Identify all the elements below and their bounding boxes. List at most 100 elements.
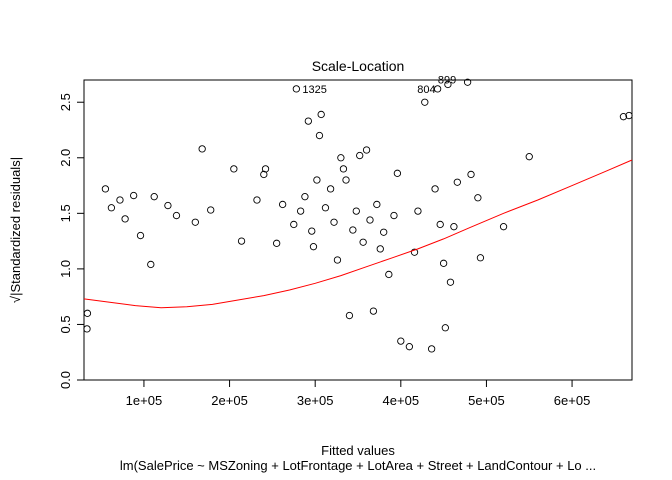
- data-point: [313, 176, 321, 184]
- x-tick-label: 6e+05: [554, 393, 591, 408]
- y-axis: 0.0 0.5 1.0 1.5 2.0 2.5: [58, 93, 85, 389]
- data-point: [345, 311, 354, 320]
- plot-box: [83, 79, 633, 381]
- data-point: [261, 165, 270, 173]
- point-label-804: 804: [417, 84, 435, 96]
- data-point: [410, 248, 419, 256]
- data-point: [414, 207, 422, 215]
- data-point: [292, 85, 300, 93]
- smoother-line: [83, 159, 633, 309]
- data-point: [198, 145, 206, 153]
- data-point: [376, 245, 384, 253]
- y-tick-label: 1.0: [58, 260, 73, 278]
- y-tick-label: 2.0: [58, 149, 73, 167]
- point-label-899: 899: [438, 74, 456, 86]
- data-point: [352, 207, 360, 215]
- data-point: [431, 185, 439, 193]
- x-axis: 1e+05 2e+05 3e+05 4e+05 5e+05 6e+05: [126, 379, 591, 408]
- data-point: [446, 278, 455, 286]
- data-point: [101, 185, 110, 193]
- data-point: [136, 231, 145, 240]
- data-point: [290, 220, 298, 229]
- data-point: [421, 98, 429, 106]
- data-point: [191, 218, 199, 226]
- data-point: [107, 204, 116, 212]
- data-point: [326, 185, 335, 193]
- data-point: [427, 345, 436, 353]
- data-point: [237, 237, 246, 245]
- data-point: [333, 256, 342, 264]
- x-tick-label: 5e+05: [468, 393, 505, 408]
- data-point: [339, 165, 348, 173]
- data-point: [405, 343, 414, 351]
- data-point: [150, 193, 158, 201]
- data-point: [304, 117, 312, 125]
- data-point: [308, 227, 316, 235]
- data-point: [390, 211, 398, 220]
- data-point: [317, 110, 325, 119]
- data-point: [356, 151, 364, 160]
- data-point: [362, 146, 371, 154]
- data-point: [369, 307, 378, 315]
- data-point: [436, 220, 444, 229]
- data-point: [296, 207, 305, 215]
- data-point: [130, 191, 138, 200]
- data-point: [393, 169, 402, 177]
- points-layer: [83, 78, 633, 353]
- data-point: [83, 325, 91, 333]
- data-point: [172, 211, 181, 220]
- data-point: [366, 216, 374, 224]
- y-tick-label: 0.0: [58, 371, 73, 389]
- data-point: [373, 200, 381, 209]
- data-point: [273, 239, 281, 247]
- data-point: [463, 78, 472, 86]
- data-point: [453, 178, 461, 186]
- data-point: [230, 165, 238, 173]
- data-point: [147, 260, 155, 269]
- data-point: [337, 154, 345, 162]
- data-point: [619, 113, 628, 121]
- x-tick-label: 1e+05: [126, 393, 163, 408]
- x-tick-label: 4e+05: [383, 393, 420, 408]
- data-point: [397, 337, 405, 345]
- data-point: [116, 196, 124, 204]
- data-point: [476, 254, 485, 262]
- data-point: [359, 238, 367, 246]
- y-tick-label: 1.5: [58, 204, 73, 222]
- data-point: [525, 153, 533, 161]
- x-tick-label: 2e+05: [211, 393, 248, 408]
- data-point: [349, 226, 357, 234]
- data-point: [315, 131, 324, 140]
- data-point: [253, 196, 261, 204]
- data-point: [499, 223, 508, 231]
- data-point: [474, 194, 482, 202]
- data-point: [321, 204, 330, 212]
- data-point: [164, 201, 172, 210]
- data-point: [121, 215, 129, 223]
- data-point: [441, 324, 449, 332]
- x-tick-label: 3e+05: [297, 393, 334, 408]
- data-point: [309, 243, 318, 251]
- y-tick-label: 2.5: [58, 93, 73, 111]
- data-point: [278, 200, 287, 209]
- y-tick-label: 0.5: [58, 315, 73, 333]
- point-label-1325: 1325: [302, 84, 326, 96]
- data-point: [207, 206, 215, 214]
- y-axis-label: √|Standardized residuals|: [8, 157, 23, 303]
- data-point: [450, 223, 458, 231]
- data-point: [433, 85, 442, 93]
- data-point: [467, 170, 475, 179]
- data-point: [625, 111, 633, 120]
- x-axis-label: Fitted values: [321, 443, 395, 458]
- data-point: [83, 309, 92, 317]
- chart-subtitle: lm(SalePrice ~ MSZoning + LotFrontage + …: [120, 458, 596, 473]
- data-point: [342, 176, 350, 184]
- data-point: [444, 80, 452, 89]
- data-point: [301, 193, 309, 201]
- data-point: [330, 218, 338, 226]
- smoother-layer: [83, 159, 633, 309]
- data-point: [380, 228, 388, 236]
- chart-title: Scale-Location: [312, 58, 405, 74]
